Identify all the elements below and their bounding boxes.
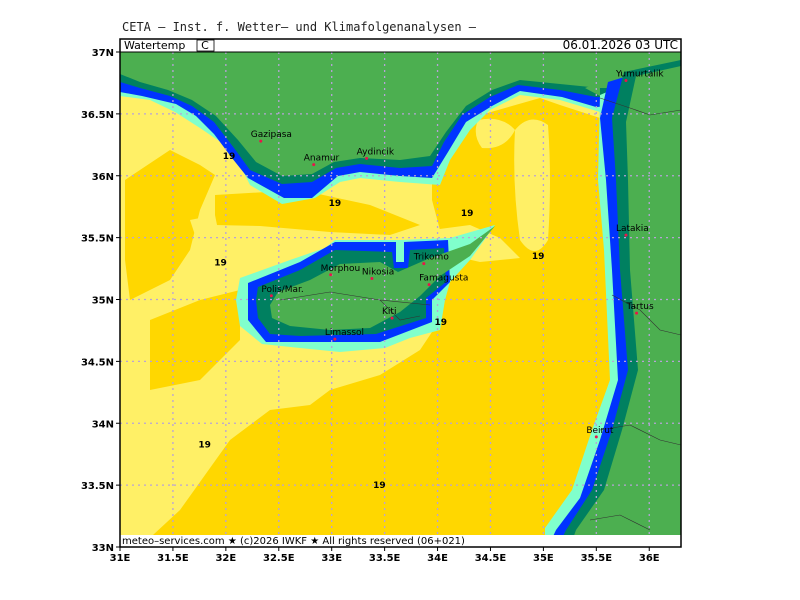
contour-value-label: 19	[461, 209, 474, 219]
city-marker	[259, 139, 263, 143]
unit-box	[196, 39, 215, 52]
map-grid	[120, 52, 681, 547]
city-marker	[269, 294, 273, 298]
lon-tick-label: 35E	[533, 553, 554, 564]
land-mass	[120, 52, 681, 176]
sea-warm-zone	[125, 150, 215, 300]
sea-warm-zone	[140, 98, 610, 547]
lon-tick-label: 35.5E	[581, 553, 613, 564]
lon-tick-label: 32E	[215, 553, 236, 564]
city-label: Gazipasa	[251, 130, 292, 140]
sea-cool-zone	[514, 119, 550, 251]
contour-value-label: 19	[198, 440, 211, 450]
city-marker	[624, 78, 628, 82]
footer-strip	[120, 535, 681, 547]
city-label: Polis/Mar.	[261, 285, 303, 295]
param-label: Watertemp	[124, 39, 185, 52]
lat-tick-label: 34N	[92, 419, 114, 430]
city-marker	[635, 311, 639, 315]
sea-cool-zone	[282, 369, 314, 379]
city-label: Famagusta	[419, 274, 468, 284]
sea-warm-zone	[215, 190, 420, 235]
land-mass	[570, 66, 681, 547]
lon-tick-label: 31.5E	[157, 553, 189, 564]
map-field	[120, 52, 681, 547]
sea-cool-zone	[288, 247, 304, 259]
city-marker	[594, 435, 598, 439]
country-border	[589, 97, 681, 531]
lat-tick-label: 37N	[92, 48, 114, 59]
city-label: Nikosia	[362, 267, 394, 277]
city-label: Trikomo	[413, 253, 450, 263]
city-label: Morphou	[321, 264, 361, 274]
sea-cool-zone	[190, 215, 220, 250]
city-marker	[333, 337, 337, 341]
city-label: Yumurtalik	[615, 69, 664, 79]
lat-tick-label: 33N	[92, 543, 114, 554]
lon-tick-label: 33.5E	[369, 553, 401, 564]
footer-credit: meteo–services.com ★ (c)2026 IWKF ★ All …	[122, 536, 465, 547]
lat-tick-label: 36.5N	[81, 110, 114, 121]
city-marker	[312, 163, 316, 167]
land-mass	[270, 226, 495, 330]
lat-tick-label: 35N	[92, 296, 114, 307]
sea-cool-zone	[198, 142, 222, 154]
city-label: Tartus	[626, 302, 654, 312]
contour-value-label: 19	[532, 252, 545, 262]
lat-tick-label: 33.5N	[81, 481, 114, 492]
city-label: Kiti	[382, 307, 396, 317]
lat-tick-label: 35.5N	[81, 234, 114, 245]
lon-tick-label: 36E	[639, 553, 660, 564]
lon-tick-label: 33E	[321, 553, 342, 564]
lat-tick-label: 36N	[92, 172, 114, 183]
city-marker	[624, 233, 628, 237]
contour-value-label: 19	[214, 258, 227, 268]
land-mass	[585, 82, 600, 96]
header-strip	[120, 39, 681, 52]
map-frame	[119, 38, 682, 548]
city-label: Latakia	[616, 224, 649, 234]
contour-value-label: 19	[434, 318, 447, 328]
city-marker	[427, 283, 431, 287]
city-label: Anamur	[304, 154, 340, 164]
city-marker	[329, 273, 333, 277]
lat-tick-label: 34.5N	[81, 357, 114, 368]
city-marker	[365, 156, 369, 160]
contour-value-label: 19	[329, 199, 342, 209]
contour-value-label: 19	[223, 152, 236, 162]
city-label: Limassol	[325, 328, 364, 338]
map-labels: Yumurtalik Gazipasa Anamur Aydincik Latakia T…	[198, 69, 664, 491]
sea-cool-zone	[475, 118, 515, 149]
lon-tick-label: 34.5E	[475, 553, 507, 564]
city-marker	[370, 276, 374, 280]
city-label: Beirut	[586, 426, 614, 436]
lon-tick-label: 31E	[110, 553, 131, 564]
city-marker	[422, 262, 426, 266]
axis-ticks: 31E 31.5E 32E 32.5E 33E 33.5E 34E 34.5E 35E 35.5E…	[81, 48, 660, 564]
datetime-label: 06.01.2026 03 UTC	[563, 38, 678, 52]
map-title: CETA – Inst. f. Wetter– und Klimafolgena…	[122, 20, 477, 34]
lon-tick-label: 34E	[427, 553, 448, 564]
cyprus-green-line	[279, 291, 431, 321]
unit-label: C	[201, 39, 209, 52]
city-label: Aydincik	[357, 147, 395, 157]
lon-tick-label: 32.5E	[263, 553, 295, 564]
city-marker	[390, 316, 394, 320]
contour-value-label: 19	[373, 481, 386, 491]
